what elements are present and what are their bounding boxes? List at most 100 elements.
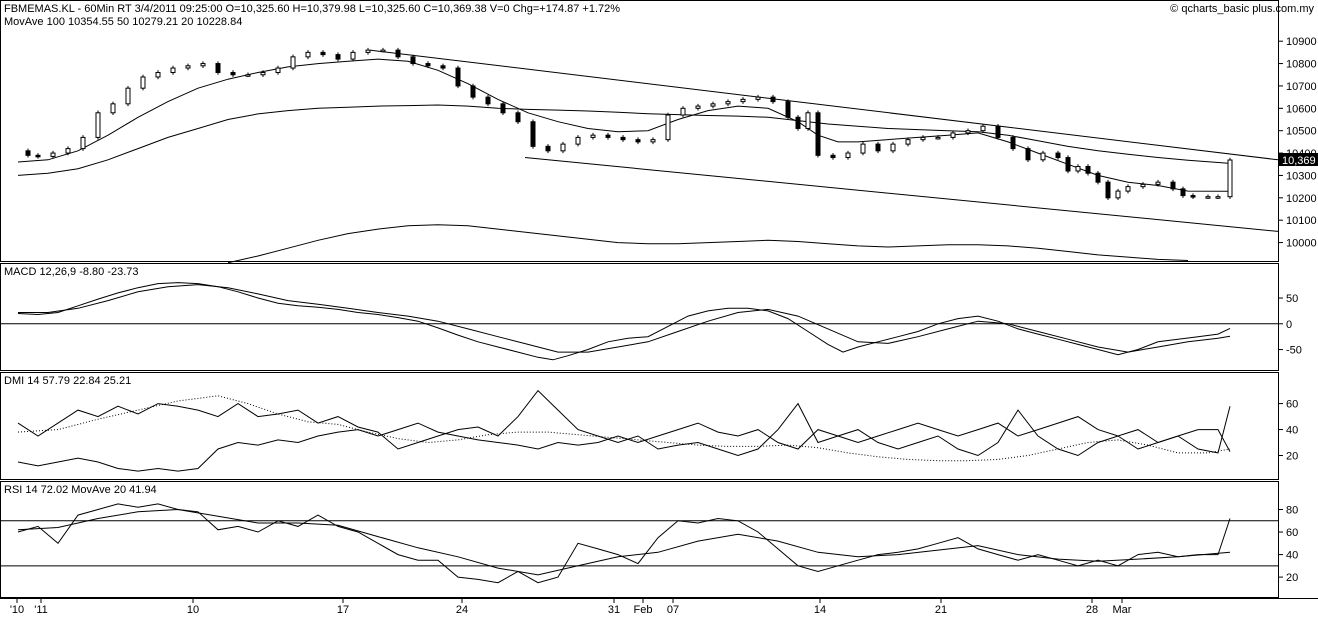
candle-body (155, 72, 161, 78)
candle-body (755, 96, 761, 100)
candle-body (185, 65, 191, 69)
candle-body (50, 152, 56, 157)
candle-body (335, 54, 341, 60)
candle-body (1205, 196, 1211, 199)
candle-body (725, 101, 731, 105)
x-axis: '10 '11 10 17 24 31 Feb 07 14 21 28 Mar (10, 598, 1132, 616)
movave-line: MovAve 100 10354.55 50 10279.21 20 10228… (4, 16, 242, 28)
candle-body (680, 107, 686, 116)
y-tick-label: 10100 (1286, 215, 1317, 227)
rsi-line (17, 503, 1231, 584)
trendline (369, 49, 1279, 161)
y-tick-label: 80 (1286, 505, 1298, 517)
macd-panel-frame (0, 263, 1279, 371)
candle-body (470, 85, 476, 98)
candle-body (65, 148, 71, 154)
candle-body (1105, 181, 1111, 199)
candle-body (740, 98, 746, 103)
candle-body (230, 72, 236, 76)
x-tick-label: 28 (1086, 604, 1098, 616)
candle-body (815, 112, 821, 156)
candle-body (305, 51, 311, 58)
candle-body (350, 51, 356, 60)
y-tick-label: 10200 (1286, 193, 1317, 205)
x-tick-label: '10 (10, 604, 24, 616)
candle-body (170, 67, 176, 74)
panel-frames (0, 0, 1318, 599)
candle-body (695, 105, 701, 109)
candle-body (905, 139, 911, 145)
candle-body (410, 56, 416, 65)
dmi-title: DMI 14 57.79 22.84 25.21 (4, 375, 131, 387)
candle-body (770, 96, 776, 103)
candle-body (1025, 148, 1031, 161)
quote-line: FBMEMAS.KL - 60Min RT 3/4/2011 09:25:00 … (4, 3, 620, 15)
candle-body (515, 112, 521, 123)
y-tick-label: 10000 (1286, 238, 1317, 250)
candle-body (275, 67, 281, 74)
candle-body (125, 87, 131, 105)
macd-panel: 50 0 -50 (1, 282, 1302, 361)
candle-body (260, 72, 266, 76)
y-tick-label: 10300 (1286, 170, 1317, 182)
candle-body (890, 143, 896, 152)
candle-body (875, 143, 881, 152)
candle-body (1215, 196, 1221, 199)
candle-body (140, 76, 146, 89)
y-tick-label: 60 (1286, 527, 1298, 539)
candle-body (935, 136, 941, 140)
dmi-panel: 60 40 20 (17, 389, 1298, 472)
candle-body (1115, 190, 1121, 199)
candle-body (980, 125, 986, 132)
y-tick-label: 20 (1286, 451, 1298, 463)
candle-body (35, 154, 41, 158)
candle-body (530, 121, 536, 147)
candle-body (545, 145, 551, 152)
y-tick-label: 10900 (1286, 36, 1317, 48)
rsi-title: RSI 14 72.02 MovAve 20 41.94 (4, 484, 157, 496)
candle-body (1095, 172, 1101, 183)
candle-body (710, 103, 716, 107)
candle-body (1227, 159, 1233, 198)
candle-body (395, 49, 401, 58)
candle-body (665, 114, 671, 141)
candle-body (110, 103, 116, 114)
candle-body (95, 112, 101, 138)
candle-body (455, 67, 461, 87)
plus-di-line (17, 389, 1231, 457)
candle-body (80, 136, 86, 150)
candle-body (1180, 188, 1186, 197)
candle-body (830, 154, 836, 159)
candle-body (215, 63, 221, 74)
candle-body (320, 51, 326, 56)
ma100-line (17, 104, 1231, 176)
dmi-panel-frame (0, 372, 1279, 480)
candle-body (380, 49, 386, 53)
y-tick-label: 20 (1286, 572, 1298, 584)
ma20-line (17, 58, 1231, 192)
candle-body (1040, 152, 1046, 161)
last-value-box (1279, 153, 1318, 167)
x-tick-label: Mar (1113, 604, 1132, 616)
candle-body (1075, 165, 1081, 172)
candle-body (1170, 181, 1176, 190)
candle-body (1085, 165, 1091, 174)
candle-body (560, 143, 566, 152)
candle-body (795, 116, 801, 129)
y-tick-label: -50 (1286, 345, 1302, 357)
y-tick-label: 60 (1286, 399, 1298, 411)
x-tick-label: '11 (34, 604, 48, 616)
candle-body (590, 134, 596, 138)
candle-body (1125, 186, 1131, 192)
candle-body (440, 65, 446, 69)
candle-body (805, 112, 811, 129)
rsi-movave-line (17, 508, 1231, 576)
candle-body (1140, 183, 1146, 188)
y-tick-label: 10700 (1286, 81, 1317, 93)
candle-body (605, 134, 611, 138)
y-tick-label: 40 (1286, 425, 1298, 437)
rsi-panel-frame (0, 481, 1279, 598)
y-tick-label: 10600 (1286, 103, 1317, 115)
y-tick-label: 10800 (1286, 59, 1317, 71)
